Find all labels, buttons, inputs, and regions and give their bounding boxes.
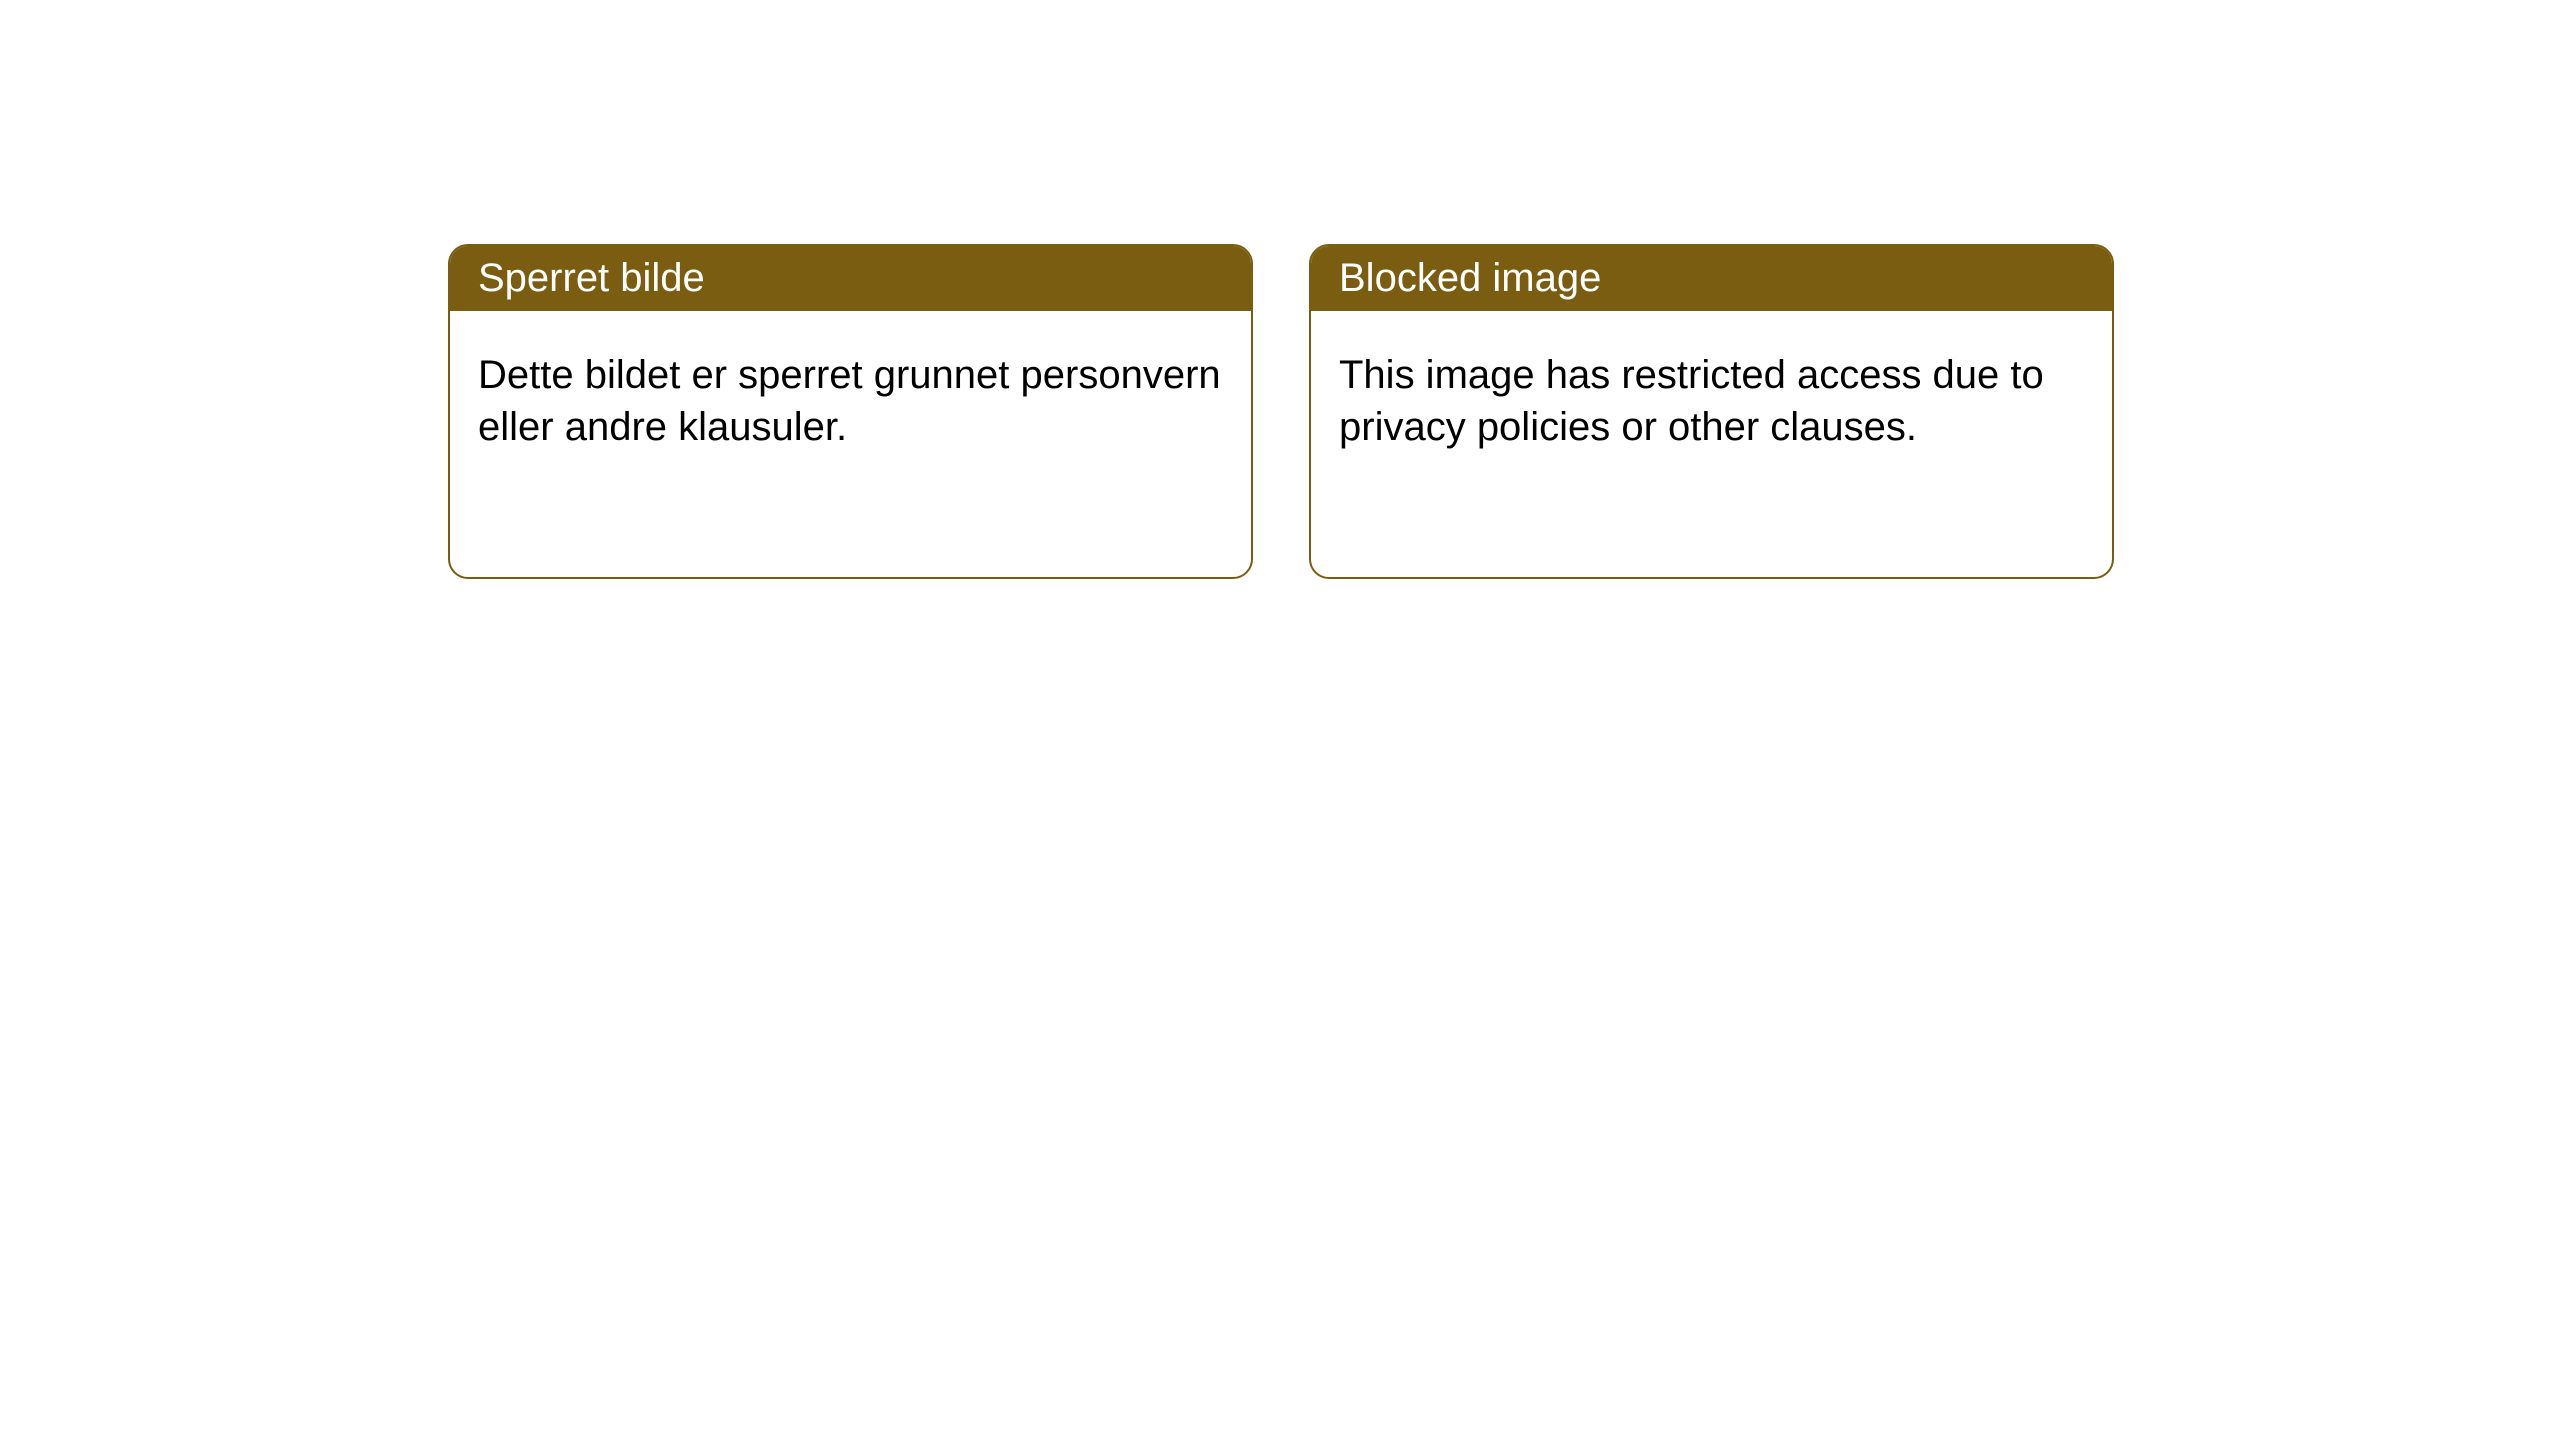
- notice-container: Sperret bilde Dette bildet er sperret gr…: [0, 0, 2560, 579]
- notice-header: Blocked image: [1311, 246, 2112, 311]
- notice-body: Dette bildet er sperret grunnet personve…: [450, 311, 1251, 491]
- notice-card-english: Blocked image This image has restricted …: [1309, 244, 2114, 579]
- notice-header: Sperret bilde: [450, 246, 1251, 311]
- notice-body: This image has restricted access due to …: [1311, 311, 2112, 491]
- notice-card-norwegian: Sperret bilde Dette bildet er sperret gr…: [448, 244, 1253, 579]
